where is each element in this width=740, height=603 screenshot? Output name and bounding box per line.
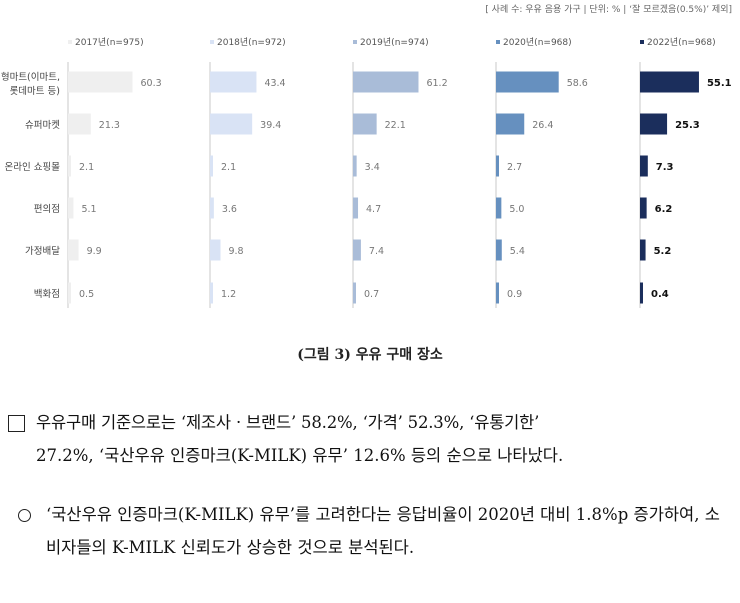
data-label: 3.6 [222, 204, 237, 215]
category-label: 백화점 [34, 288, 60, 300]
category-label: 슈퍼마켓 [25, 120, 60, 131]
data-label: 2.7 [507, 162, 522, 173]
category-label: 편의점 [34, 203, 60, 215]
legend-label: 2017년(n=975) [75, 37, 144, 48]
paragraph-line-2: 27.2%, ‘국산우유 인증마크(K-MILK) 유무’ 12.6% 등의 순… [36, 446, 564, 465]
bar [496, 197, 502, 219]
data-label: 0.5 [79, 289, 94, 300]
bar [640, 113, 668, 135]
legend-swatch [496, 40, 500, 44]
data-label: 5.2 [654, 246, 672, 257]
legend-label: 2020년(n=968) [503, 37, 572, 48]
bar [210, 197, 214, 219]
data-label: 25.3 [675, 120, 700, 131]
data-label: 6.2 [655, 204, 673, 215]
data-label: 1.2 [221, 289, 236, 300]
data-label: 22.1 [385, 120, 406, 131]
bar [353, 197, 359, 219]
paragraph-text: ‘국산우유 인증마크(K-MILK) 유무’를 고려한다는 응답비율이 2020… [46, 505, 720, 557]
bar [353, 71, 419, 93]
paragraph-kmilk-analysis: ‘국산우유 인증마크(K-MILK) 유무’를 고려한다는 응답비율이 2020… [18, 498, 734, 564]
data-label: 2.1 [221, 162, 236, 173]
data-label: 9.9 [87, 246, 102, 257]
bar [68, 155, 71, 177]
bar [210, 155, 213, 177]
legend-swatch [640, 40, 644, 44]
bar [210, 282, 213, 304]
data-label: 3.4 [365, 162, 380, 173]
bar [353, 239, 361, 261]
data-label: 2.1 [79, 162, 94, 173]
data-label: 60.3 [141, 78, 162, 89]
data-label: 9.8 [228, 246, 243, 257]
paragraph-purchase-criteria: 우유구매 기준으로는 ‘제조사 · 브랜드’ 58.2%, ‘가격’ 52.3%… [8, 406, 734, 472]
category-label: 가정배달 [25, 245, 60, 257]
square-bullet-icon [8, 406, 25, 443]
bar [353, 113, 377, 135]
bar [68, 282, 71, 304]
data-label: 43.4 [264, 78, 285, 89]
data-label: 0.7 [364, 289, 379, 300]
circle-bullet-icon [18, 498, 31, 533]
bar [640, 197, 647, 219]
data-label: 5.1 [81, 204, 96, 215]
figure-caption: (그림 3) 우유 구매 장소 [297, 347, 443, 363]
bar [210, 71, 257, 93]
category-label: 대형마트(이마트, [0, 72, 60, 83]
legend-swatch [353, 40, 357, 44]
bar [496, 282, 499, 304]
data-label: 55.1 [707, 78, 732, 89]
data-label: 4.7 [366, 204, 381, 215]
category-label: 온라인 쇼핑몰 [5, 162, 61, 173]
legend-label: 2019년(n=974) [360, 37, 429, 48]
bar [496, 155, 499, 177]
data-label: 7.3 [656, 162, 674, 173]
data-label: 0.4 [651, 289, 669, 300]
data-label: 0.9 [507, 289, 522, 300]
bar [210, 113, 253, 135]
bar [210, 239, 221, 261]
bar [496, 113, 525, 135]
data-label: 39.4 [260, 120, 281, 131]
legend-swatch [210, 40, 214, 44]
data-label: 5.0 [509, 204, 524, 215]
category-label: 롯데마트 등) [10, 86, 60, 97]
bar [68, 71, 133, 93]
data-label: 21.3 [99, 120, 120, 131]
bar [68, 197, 74, 219]
bar [496, 71, 559, 93]
paragraph-line-1: 우유구매 기준으로는 ‘제조사 · 브랜드’ 58.2%, ‘가격’ 52.3%… [36, 413, 540, 432]
bar [353, 155, 357, 177]
data-label: 58.6 [567, 78, 588, 89]
legend-label: 2018년(n=972) [217, 37, 286, 48]
data-label: 5.4 [510, 246, 525, 257]
bar [68, 113, 91, 135]
data-label: 26.4 [532, 120, 553, 131]
bar [68, 239, 79, 261]
legend-label: 2022년(n=968) [647, 37, 716, 48]
bar [353, 282, 356, 304]
chart-sample-note: [ 사례 수: 우유 음용 가구 | 단위: % | ‘잘 모르겠음(0.5%)… [485, 5, 732, 15]
bar [640, 282, 643, 304]
bar [640, 71, 699, 93]
data-label: 7.4 [369, 246, 384, 257]
bar [496, 239, 502, 261]
legend-swatch [68, 40, 72, 44]
bar [640, 239, 646, 261]
bar [640, 155, 648, 177]
data-label: 61.2 [426, 78, 447, 89]
